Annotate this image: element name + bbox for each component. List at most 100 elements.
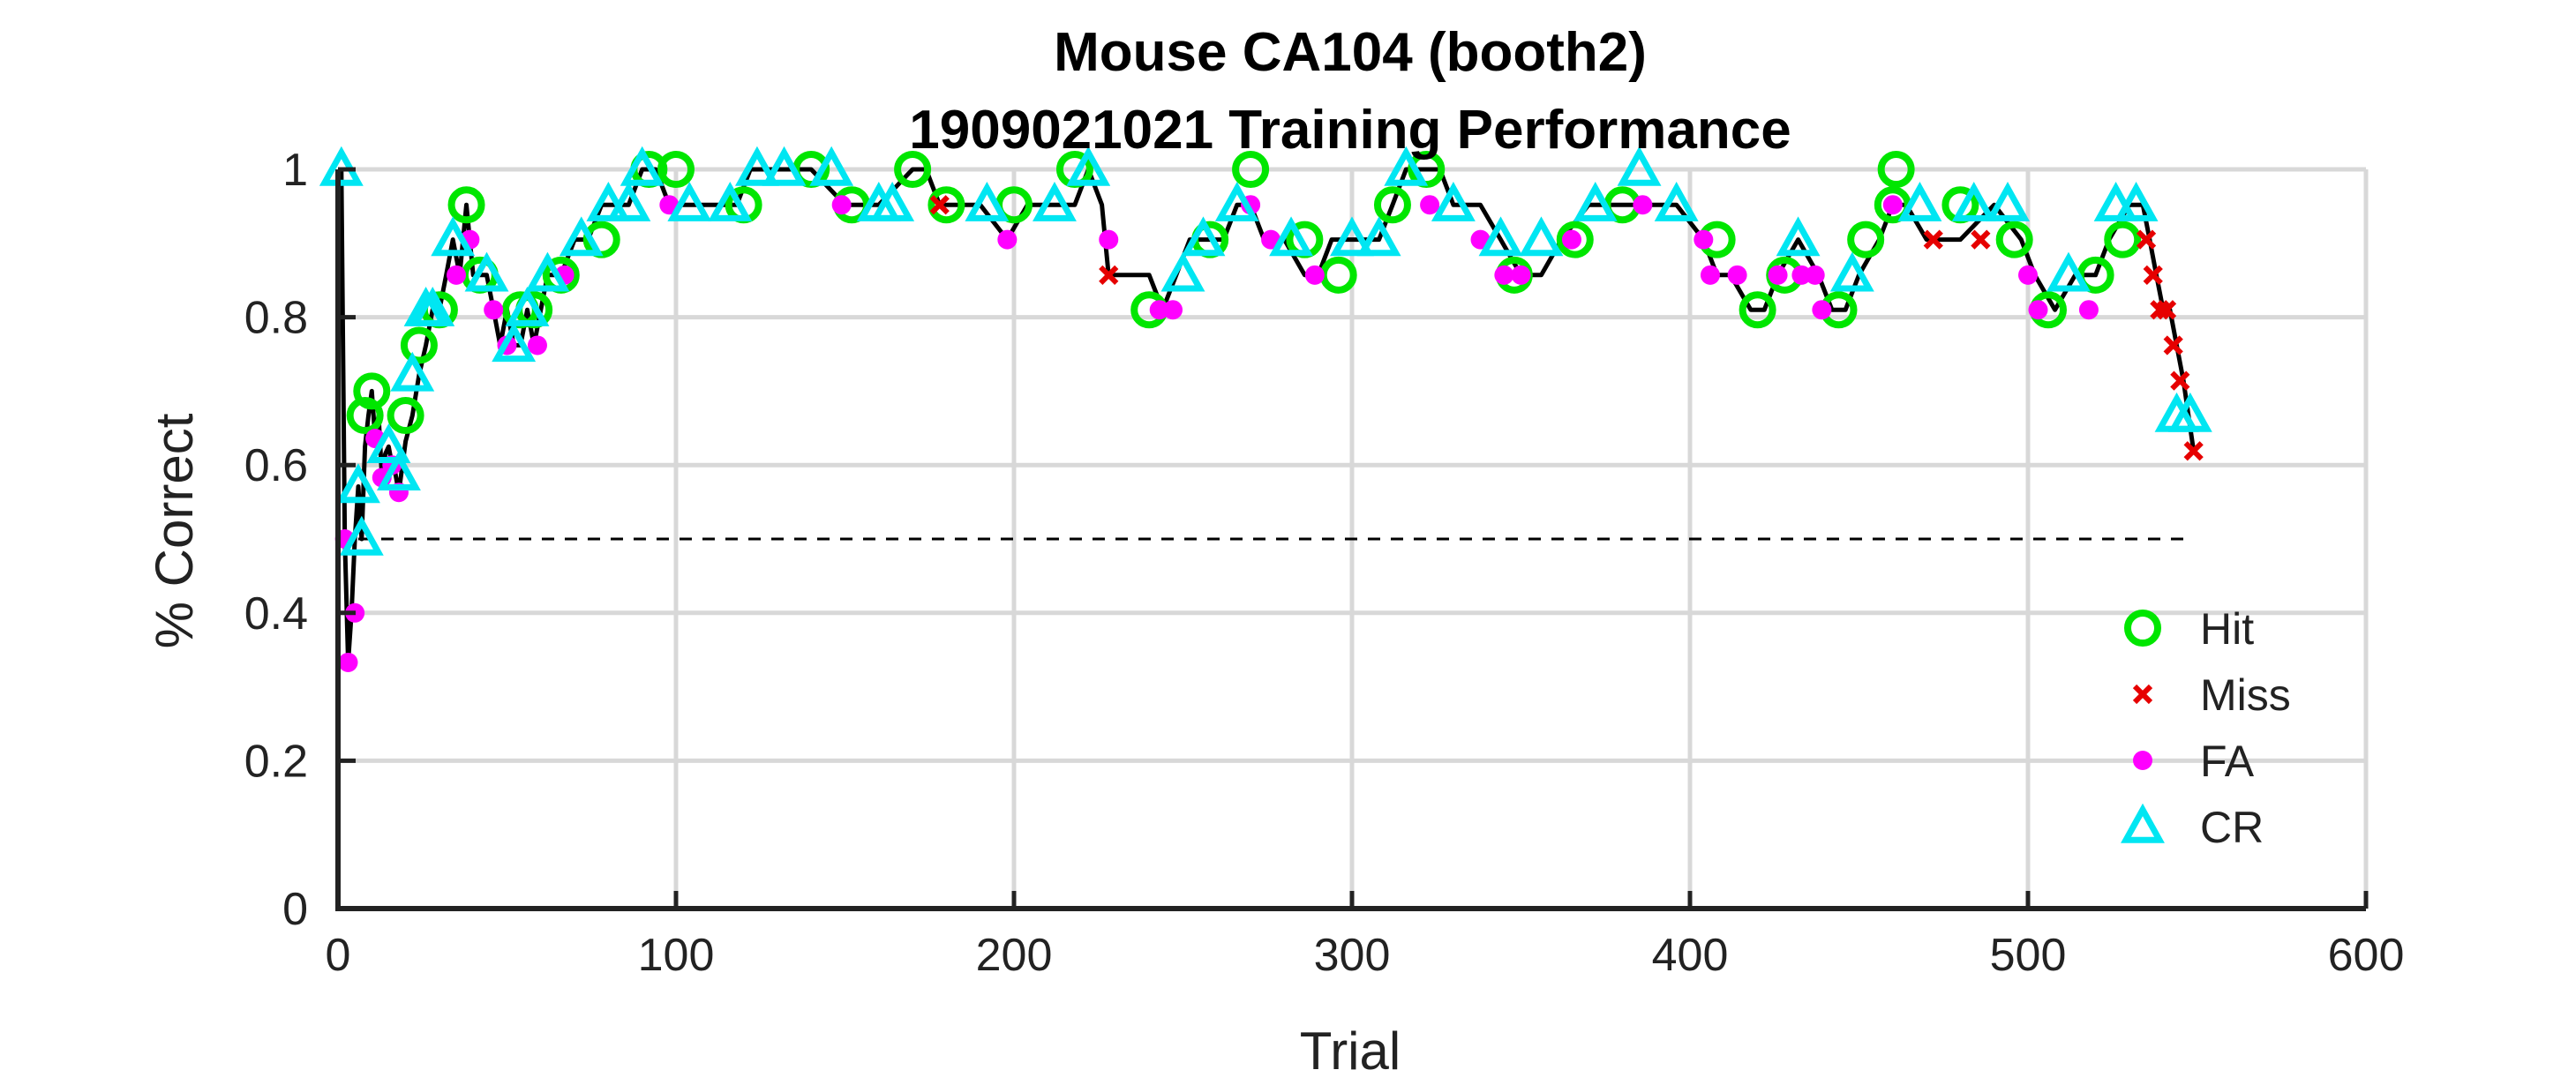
hit-marker bbox=[928, 186, 965, 224]
cr-marker bbox=[1519, 216, 1564, 257]
y-tick-label: 0.2 bbox=[244, 736, 308, 787]
cr-marker bbox=[809, 146, 854, 186]
legend-fa-swatch bbox=[2133, 751, 2152, 770]
hit-marker bbox=[1373, 186, 1411, 224]
cr-marker bbox=[376, 451, 421, 490]
fa-marker bbox=[1561, 229, 1581, 250]
cr-marker bbox=[1384, 146, 1429, 186]
miss-stroke bbox=[2170, 370, 2190, 391]
miss-stroke bbox=[2156, 300, 2177, 320]
miss-marker bbox=[2170, 370, 2190, 391]
miss-stroke bbox=[2132, 684, 2153, 705]
hit-marker bbox=[1995, 221, 2033, 258]
legend-miss-label: Miss bbox=[2200, 670, 2291, 720]
fa-marker bbox=[2078, 300, 2099, 320]
hit-marker bbox=[1847, 221, 1885, 258]
cr-marker bbox=[762, 146, 807, 186]
cr-marker bbox=[708, 182, 753, 221]
cr-marker bbox=[1951, 182, 1996, 221]
hit-marker bbox=[657, 151, 695, 188]
legend-hit-label: Hit bbox=[2200, 604, 2254, 654]
miss-marker bbox=[2143, 265, 2163, 285]
cr-marker bbox=[1160, 251, 1205, 292]
fa-marker bbox=[338, 652, 358, 672]
miss-marker bbox=[2183, 441, 2204, 461]
fa-marker bbox=[997, 229, 1018, 250]
fa-marker bbox=[2018, 265, 2038, 285]
cr-marker bbox=[870, 182, 915, 221]
fa-marker bbox=[1633, 195, 1653, 215]
cr-marker bbox=[1478, 216, 1523, 257]
hit-marker bbox=[2104, 221, 2142, 258]
hit-marker bbox=[1556, 221, 1594, 258]
fa-marker bbox=[1805, 265, 1825, 285]
cr-marker bbox=[2114, 182, 2159, 221]
hit-marker bbox=[894, 151, 932, 188]
miss-marker bbox=[1923, 229, 1943, 250]
cr-marker bbox=[366, 423, 411, 463]
miss-stroke bbox=[1971, 229, 1991, 250]
cr-marker bbox=[734, 146, 779, 186]
miss-stroke bbox=[929, 195, 950, 215]
cr-marker bbox=[410, 287, 455, 326]
fa-marker bbox=[1791, 265, 1812, 285]
cr-marker bbox=[336, 463, 380, 504]
x-tick-label: 0 bbox=[326, 930, 351, 981]
fa-marker bbox=[1099, 229, 1119, 250]
cr-marker bbox=[525, 251, 570, 292]
cr-marker bbox=[1986, 182, 2030, 221]
legend-fa-label: FA bbox=[2200, 737, 2255, 786]
y-tick-label: 0.6 bbox=[244, 440, 308, 491]
x-tick-label: 200 bbox=[976, 930, 1053, 981]
cr-marker bbox=[390, 351, 435, 392]
cr-marker bbox=[1617, 146, 1662, 186]
cr-marker bbox=[464, 251, 509, 292]
miss-stroke bbox=[2136, 229, 2157, 250]
cr-marker-group bbox=[319, 146, 2212, 556]
cr-marker bbox=[1776, 216, 1821, 257]
miss-marker bbox=[929, 195, 950, 215]
y-axis-label: % Correct bbox=[145, 413, 204, 648]
x-tick-label: 500 bbox=[1990, 930, 2067, 981]
fa-marker bbox=[2028, 300, 2048, 320]
marker-layer bbox=[319, 146, 2212, 672]
cr-marker bbox=[492, 322, 537, 363]
fa-marker bbox=[1882, 195, 1903, 215]
x-tick-label: 100 bbox=[638, 930, 715, 981]
cr-marker bbox=[2047, 251, 2091, 292]
legend-cr-label: CR bbox=[2200, 803, 2264, 852]
miss-stroke bbox=[2150, 300, 2170, 320]
miss-marker bbox=[2150, 300, 2170, 320]
miss-stroke bbox=[1923, 229, 1943, 250]
cr-marker bbox=[1829, 251, 1874, 292]
cr-marker bbox=[431, 216, 476, 257]
cr-marker bbox=[667, 182, 712, 221]
fa-marker bbox=[1163, 300, 1183, 320]
fa-marker bbox=[1304, 265, 1325, 285]
x-tick-label: 400 bbox=[1652, 930, 1729, 981]
hit-marker bbox=[1877, 151, 1915, 188]
y-tick-label: 1 bbox=[282, 145, 308, 196]
fa-marker bbox=[831, 195, 852, 215]
legend-cr-swatch bbox=[2121, 803, 2165, 843]
fa-marker bbox=[1511, 265, 1531, 285]
cr-marker bbox=[620, 146, 665, 186]
axis-layer: 0 100 200 300 400 500 600 0 0.2 0.4 0.6 0.8 1 bbox=[244, 145, 2405, 981]
hit-marker bbox=[353, 372, 391, 410]
legend-miss-swatch bbox=[2132, 684, 2153, 705]
fa-marker bbox=[1812, 300, 1832, 320]
miss-marker bbox=[1971, 229, 1991, 250]
miss-stroke bbox=[2183, 441, 2204, 461]
cr-marker bbox=[1573, 182, 1618, 221]
fa-marker bbox=[447, 265, 467, 285]
hit-marker bbox=[387, 397, 424, 435]
y-tick-label: 0 bbox=[282, 884, 308, 935]
hit-marker bbox=[1739, 291, 1776, 329]
fa-marker bbox=[484, 300, 504, 320]
cr-marker bbox=[559, 216, 604, 257]
cr-marker bbox=[339, 515, 384, 556]
cr-marker bbox=[1654, 182, 1699, 221]
cr-marker bbox=[1214, 182, 1259, 221]
